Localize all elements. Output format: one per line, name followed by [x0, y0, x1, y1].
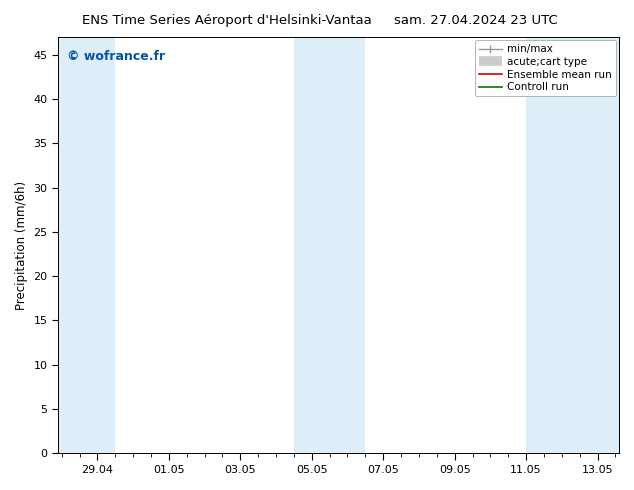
Text: sam. 27.04.2024 23 UTC: sam. 27.04.2024 23 UTC — [394, 14, 558, 27]
Legend: min/max, acute;cart type, Ensemble mean run, Controll run: min/max, acute;cart type, Ensemble mean … — [475, 40, 616, 97]
Bar — [526, 37, 619, 453]
Text: © wofrance.fr: © wofrance.fr — [67, 49, 165, 63]
Y-axis label: Precipitation (mm/6h): Precipitation (mm/6h) — [15, 180, 28, 310]
Bar — [58, 37, 115, 453]
Text: ENS Time Series Aéroport d'Helsinki-Vantaa: ENS Time Series Aéroport d'Helsinki-Vant… — [82, 14, 372, 27]
Bar — [294, 37, 365, 453]
